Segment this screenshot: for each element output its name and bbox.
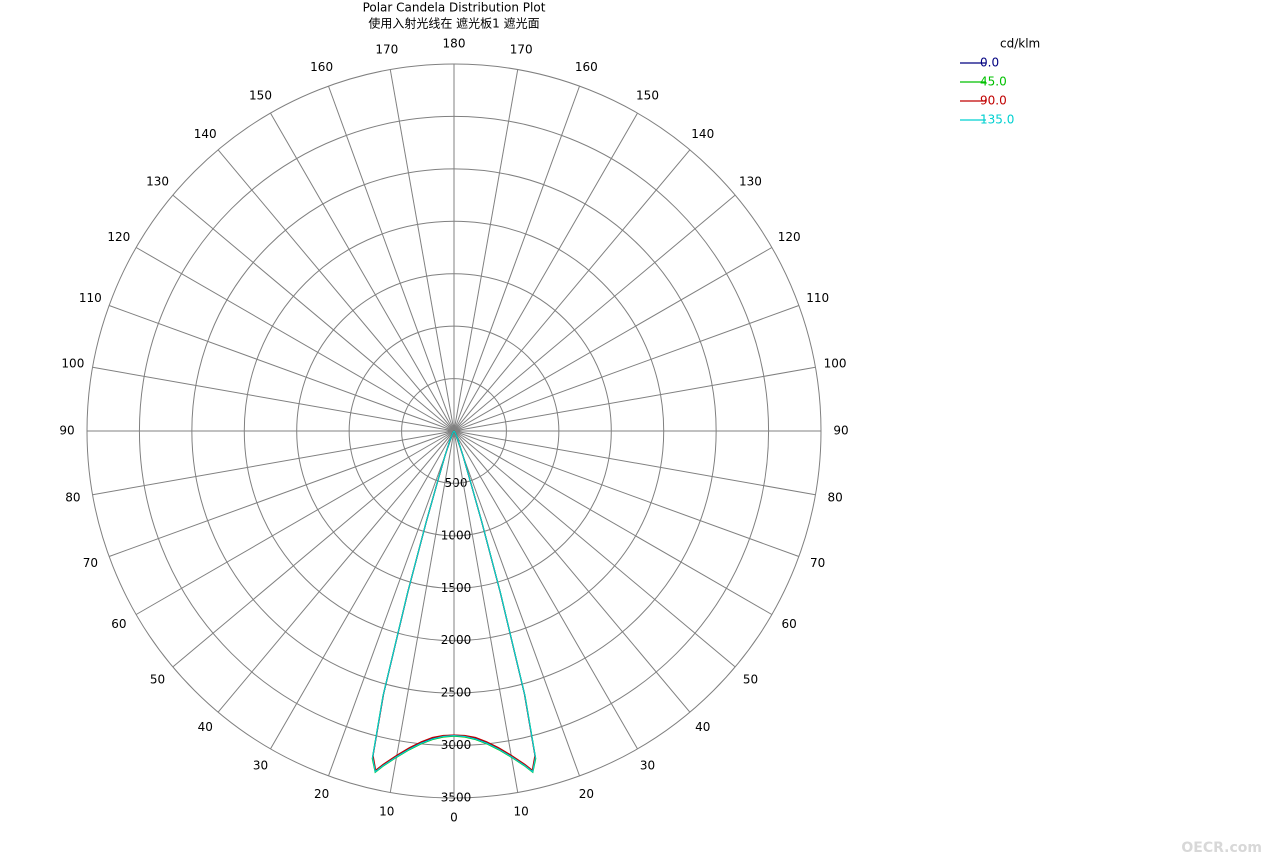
- legend-title: cd/klm: [1000, 37, 1040, 51]
- radial-tick-label: 1500: [441, 581, 472, 595]
- radial-tick-label: 1000: [441, 528, 472, 542]
- grid-spoke: [328, 430, 455, 777]
- angle-tick-label: 160: [310, 60, 333, 74]
- watermark: OECR.com: [1181, 840, 1262, 856]
- grid-spoke: [453, 430, 773, 615]
- grid-spoke: [172, 194, 455, 432]
- grid-spoke: [453, 366, 816, 432]
- angle-tick-label: 80: [827, 491, 842, 505]
- grid-spoke: [453, 85, 580, 432]
- grid-spoke: [270, 430, 455, 750]
- grid-spoke: [172, 430, 455, 668]
- grid-spoke: [92, 366, 455, 432]
- angle-tick-label: 50: [743, 672, 758, 686]
- grid-spoke: [270, 112, 455, 432]
- grid-spoke: [453, 430, 736, 668]
- grid-spoke: [453, 69, 519, 432]
- angle-tick-label: 60: [782, 617, 797, 631]
- angle-tick-label: 10: [514, 805, 529, 819]
- grid-spoke: [453, 430, 816, 496]
- angle-tick-label: 100: [61, 356, 84, 370]
- angle-tick-label: 180: [443, 37, 466, 51]
- angle-tick-label: 30: [640, 759, 655, 773]
- radial-tick-label: 2000: [441, 633, 472, 647]
- radial-tick-label: 500: [445, 476, 468, 490]
- angle-tick-label: 90: [59, 424, 74, 438]
- angle-tick-label: 50: [150, 672, 165, 686]
- angle-tick-label: 120: [107, 230, 130, 244]
- angle-tick-label: 130: [739, 175, 762, 189]
- grid-spoke: [108, 305, 455, 432]
- angle-tick-label: 110: [806, 291, 829, 305]
- grid-spoke: [108, 430, 455, 557]
- legend-label: 135.0: [980, 113, 1014, 127]
- radial-tick-label: 2500: [441, 686, 472, 700]
- grid-spoke: [453, 430, 638, 750]
- grid-spoke: [453, 430, 691, 713]
- series-curve: [453, 430, 537, 773]
- angle-tick-label: 120: [778, 230, 801, 244]
- grid-spoke: [389, 430, 455, 793]
- angle-tick-label: 140: [691, 127, 714, 141]
- angle-tick-label: 80: [65, 491, 80, 505]
- angle-tick-label: 20: [314, 787, 329, 801]
- grid-spoke: [453, 247, 773, 432]
- angle-tick-label: 10: [379, 805, 394, 819]
- angle-tick-label: 40: [695, 720, 710, 734]
- angle-tick-label: 150: [249, 88, 272, 102]
- angle-tick-label: 170: [510, 42, 533, 56]
- grid-spoke: [92, 430, 455, 496]
- angle-tick-label: 170: [375, 42, 398, 56]
- series-curve: [371, 430, 455, 773]
- grid-spoke: [217, 149, 455, 432]
- angle-tick-label: 70: [83, 556, 98, 570]
- angle-tick-label: 30: [253, 759, 268, 773]
- grid-spoke: [453, 194, 736, 432]
- angle-tick-label: 100: [824, 356, 847, 370]
- grid-spoke: [453, 112, 638, 432]
- angle-tick-label: 20: [579, 787, 594, 801]
- angle-tick-label: 130: [146, 175, 169, 189]
- grid-spoke: [453, 305, 800, 432]
- angle-tick-label: 110: [79, 291, 102, 305]
- radial-tick-label: 3500: [441, 791, 472, 805]
- angle-tick-label: 140: [194, 127, 217, 141]
- chart-subtitle: 使用入射光线在 遮光板1 遮光面: [368, 16, 539, 31]
- grid-spoke: [453, 430, 580, 777]
- grid-spoke: [453, 149, 691, 432]
- legend-label: 0.0: [980, 56, 999, 70]
- legend-label: 45.0: [980, 75, 1007, 89]
- grid-spoke: [217, 430, 455, 713]
- legend-label: 90.0: [980, 94, 1007, 108]
- angle-tick-label: 160: [575, 60, 598, 74]
- grid-spoke: [453, 430, 800, 557]
- angle-tick-label: 90: [833, 424, 848, 438]
- grid-spoke: [453, 430, 519, 793]
- grid-spoke: [135, 430, 455, 615]
- chart-title: Polar Candela Distribution Plot: [363, 1, 546, 15]
- grid-spoke: [328, 85, 455, 432]
- grid-spoke: [135, 247, 455, 432]
- radial-tick-label: 3000: [441, 738, 472, 752]
- angle-tick-label: 150: [636, 88, 659, 102]
- angle-tick-label: 60: [111, 617, 126, 631]
- angle-tick-label: 0: [450, 811, 458, 825]
- angle-tick-label: 70: [810, 556, 825, 570]
- angle-tick-label: 40: [198, 720, 213, 734]
- grid-spoke: [389, 69, 455, 432]
